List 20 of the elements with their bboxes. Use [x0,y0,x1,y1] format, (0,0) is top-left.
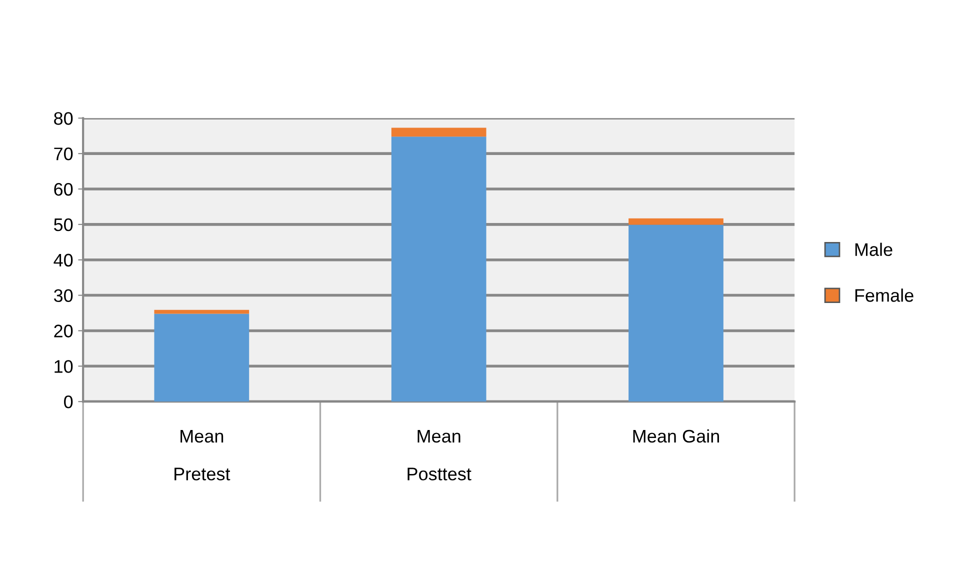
bar [391,128,486,137]
y-tick-label: 70 [54,148,73,160]
category-label: Mean Pretest [174,430,230,480]
y-tick-label: 50 [54,218,73,232]
x-tick-label: Mean Gain [633,429,719,443]
category-label: Mean Posttest [408,430,472,480]
bar [628,218,724,225]
y-tick-label: 0 [64,396,73,408]
bar [154,314,250,402]
bar [391,136,486,402]
y-tick-label: 20 [54,324,73,338]
y-tick-label: 30 [54,289,73,302]
bar [628,224,724,402]
legend-label: Female [855,288,914,302]
legend-label: Male [855,242,892,256]
y-tick-label: 10 [54,360,73,373]
y-tick-label: 40 [54,254,73,267]
bar [154,310,250,314]
y-tick-label: 60 [54,182,73,196]
y-tick-label: 80 [54,112,73,125]
